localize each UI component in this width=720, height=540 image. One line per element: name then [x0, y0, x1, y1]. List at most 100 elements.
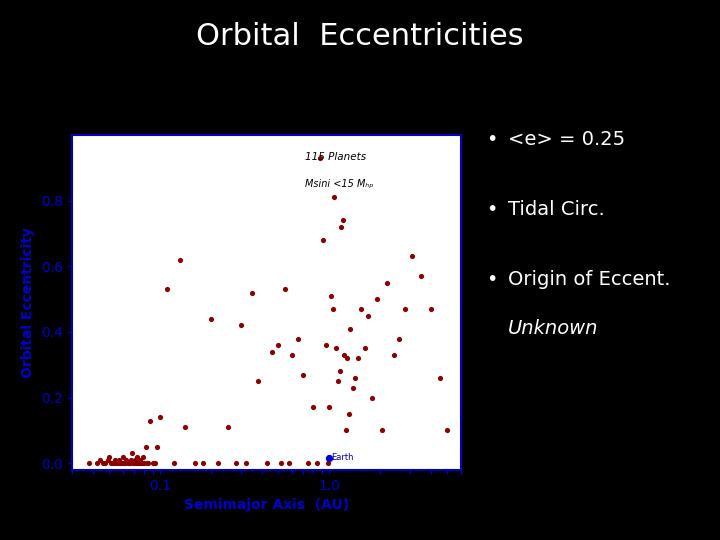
Point [266, 347, 278, 356]
Point [359, 344, 371, 353]
Point [113, 456, 125, 464]
Point [356, 305, 367, 313]
Point [136, 459, 148, 468]
Point [140, 442, 151, 451]
Point [407, 252, 418, 261]
Point [132, 459, 144, 468]
Text: <e> = 0.25: <e> = 0.25 [508, 130, 625, 148]
Point [143, 459, 154, 468]
Point [138, 459, 150, 468]
Point [334, 367, 346, 376]
Point [132, 453, 143, 461]
Point [338, 350, 350, 359]
Point [99, 459, 111, 468]
Point [276, 459, 287, 468]
Point [372, 295, 383, 303]
Point [127, 459, 139, 468]
Point [91, 459, 102, 468]
Point [349, 374, 361, 382]
Text: Tidal Circ.: Tidal Circ. [508, 200, 604, 219]
Point [107, 459, 118, 468]
Point [94, 456, 106, 464]
Point [240, 459, 251, 468]
Text: Origin of Eccent.: Origin of Eccent. [508, 270, 670, 289]
Point [297, 370, 309, 379]
Point [161, 285, 173, 294]
Text: Unknown: Unknown [508, 319, 598, 338]
Point [230, 459, 242, 468]
Point [307, 403, 319, 412]
Point [118, 459, 130, 468]
Point [120, 459, 131, 468]
Text: Earth: Earth [331, 453, 354, 462]
Point [318, 236, 329, 245]
Point [124, 459, 135, 468]
Point [235, 321, 247, 330]
Point [98, 459, 109, 468]
Point [212, 459, 224, 468]
Point [152, 442, 163, 451]
Point [340, 426, 351, 435]
Point [121, 456, 132, 464]
Point [104, 453, 115, 461]
Point [133, 459, 145, 468]
Point [292, 334, 303, 343]
Point [261, 459, 273, 468]
Text: •: • [486, 130, 498, 148]
Point [222, 423, 233, 431]
Point [382, 279, 393, 287]
Point [302, 459, 314, 468]
Point [111, 459, 122, 468]
Point [145, 416, 156, 425]
Point [362, 311, 374, 320]
Point [394, 334, 405, 343]
Point [168, 459, 179, 468]
Text: •: • [486, 200, 498, 219]
Point [102, 456, 114, 464]
Point [273, 341, 284, 349]
Point [314, 154, 325, 163]
Point [327, 305, 338, 313]
Point [330, 344, 342, 353]
Point [135, 456, 146, 464]
Point [366, 393, 378, 402]
Point [325, 292, 336, 300]
Point [342, 354, 354, 362]
Point [253, 377, 264, 386]
Point [344, 325, 356, 333]
Point [337, 216, 348, 225]
Point [109, 456, 121, 464]
Point [189, 459, 201, 468]
Point [130, 456, 141, 464]
Point [117, 453, 129, 461]
Point [174, 255, 185, 264]
Point [205, 314, 217, 323]
Point [415, 272, 427, 280]
Point [147, 459, 158, 468]
Point [399, 305, 410, 313]
Point [328, 193, 340, 201]
Point [125, 456, 137, 464]
Point [84, 459, 95, 468]
Point [426, 305, 437, 313]
X-axis label: Semimajor Axis  (AU): Semimajor Axis (AU) [184, 498, 349, 512]
Point [388, 350, 400, 359]
Point [123, 459, 135, 468]
Point [116, 459, 127, 468]
Point [332, 377, 343, 386]
Point [198, 459, 210, 468]
Point [347, 383, 359, 392]
Point [114, 459, 126, 468]
Point [149, 459, 161, 468]
Point [130, 459, 142, 468]
Point [141, 459, 153, 468]
Point [279, 285, 291, 294]
Point [122, 459, 133, 468]
Point [352, 354, 364, 362]
Point [105, 459, 117, 468]
Point [138, 453, 149, 461]
Point [112, 459, 124, 468]
Point [323, 403, 335, 412]
Point [323, 454, 335, 462]
Point [322, 459, 333, 468]
